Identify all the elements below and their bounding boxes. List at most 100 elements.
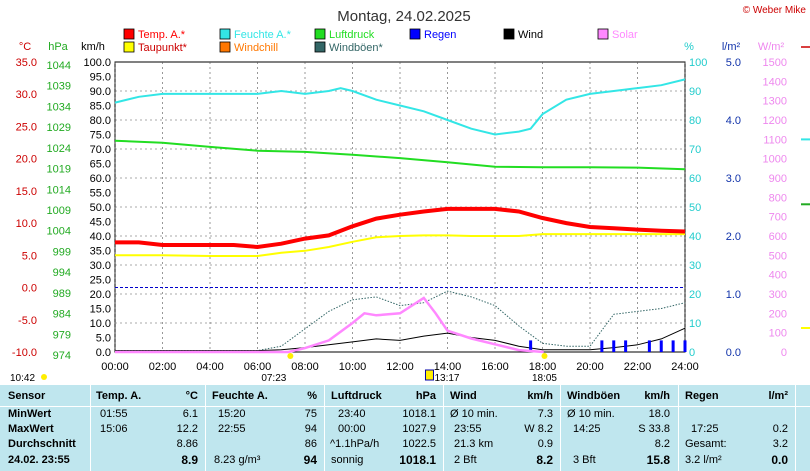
temp-tick-label: 25.0	[16, 121, 37, 133]
x-tick-label: 16:00	[481, 361, 509, 373]
hdr-wind-unit: km/h	[527, 390, 553, 402]
x-tick-label: 20:00	[576, 361, 604, 373]
temp-tick-label: -5.0	[18, 315, 37, 327]
wind-tick-label: 35.0	[90, 246, 111, 258]
rain-tick-label: 1.0	[726, 289, 741, 301]
press-tick-label: 1044	[47, 60, 71, 72]
min-press: 1018.1	[402, 408, 436, 420]
hdr-gust-unit: km/h	[644, 390, 670, 402]
rain-bar	[647, 340, 651, 352]
avg-hum: 86	[304, 438, 317, 450]
legend-swatch	[219, 41, 231, 53]
hdr-press: Luftdruck	[331, 390, 382, 402]
press-tick-label: 1029	[47, 122, 71, 134]
wind-tick-label: 50.0	[90, 202, 111, 214]
now-wind: 8.2	[536, 453, 553, 467]
rain-tick-label: 4.0	[726, 115, 741, 127]
rain-tick-label: 3.0	[726, 173, 741, 185]
chart-title: Montag, 24.02.2025	[337, 8, 470, 25]
moonrise-label: 10:42	[10, 373, 35, 384]
press-tick-label: 1024	[47, 143, 71, 155]
hdr-rain: Regen	[685, 390, 719, 402]
hdr-rain-unit: l/m²	[768, 390, 788, 402]
press-tick-label: 999	[53, 246, 71, 258]
x-tick-label: 06:00	[244, 361, 272, 373]
row-avg-label: Durchschnitt	[8, 438, 76, 450]
rain-bar	[671, 340, 675, 352]
temp-tick-label: 15.0	[16, 186, 37, 198]
legend: Temp. A.* Feuchte A.* Luftdruck Regen Wind So…	[123, 28, 638, 54]
wind-tick-label: 85.0	[90, 101, 111, 113]
temp-tick-label: 10.0	[16, 218, 37, 230]
solar-tick-label: 800	[769, 192, 787, 204]
min-temp: 6.1	[182, 408, 198, 420]
press-tick-label: 1004	[47, 226, 71, 238]
legend-label: Luftdruck	[329, 29, 375, 41]
wind-tick-label: 60.0	[90, 173, 111, 185]
hdr-hum: Feuchte A.	[212, 390, 268, 402]
max-wind: W 8.2	[524, 423, 553, 435]
hum-tick-label: 40	[689, 231, 701, 243]
max-rain: 0.2	[772, 423, 788, 435]
press-tick-label: 974	[53, 350, 71, 362]
max-temp-time: 15:06	[100, 423, 128, 435]
legend-swatch	[409, 28, 421, 40]
avg-wind-label: 21.3 km	[454, 438, 494, 450]
solar-unit-label: W/m²	[758, 41, 785, 53]
avg-rain-label: Gesamt:	[685, 438, 727, 450]
x-tick-label: 04:00	[196, 361, 224, 373]
hdr-temp: Temp. A.	[96, 390, 142, 402]
wind-tick-label: 5.0	[96, 333, 111, 345]
max-press-time: 00:00	[338, 423, 366, 435]
solar-tick-label: 1000	[763, 154, 787, 166]
rain-bar	[683, 340, 687, 352]
y-axes: 35.0 30.0 25.0 20.0 15.0 10.0 5.0 0.0 -5.0 -10.0 1…	[12, 57, 787, 362]
wind-tick-label: 25.0	[90, 275, 111, 287]
hum-tick-label: 10	[689, 318, 701, 330]
rain-tick-label: 0.0	[726, 347, 741, 359]
hum-unit-label: %	[684, 41, 694, 53]
min-gust-label: Ø 10 min.	[567, 408, 615, 420]
x-tick-label: 22:00	[624, 361, 652, 373]
temp-tick-label: 20.0	[16, 154, 37, 166]
min-temp-time: 01:55	[100, 408, 128, 420]
wind-unit-label: km/h	[81, 41, 105, 53]
solar-tick-label: 1500	[763, 57, 787, 69]
sunrise-label: 07:23	[261, 373, 286, 384]
rain-bar	[659, 340, 663, 352]
press-tick-label: 1034	[47, 101, 71, 113]
min-press-time: 23:40	[338, 408, 366, 420]
solar-tick-label: 1100	[763, 134, 787, 146]
solar-tick-label: 1300	[763, 96, 787, 108]
series-layer	[114, 78, 687, 354]
now-rain-label: 3.2 l/m²	[685, 454, 722, 466]
wind-tick-label: 55.0	[90, 188, 111, 200]
max-hum-time: 22:55	[218, 423, 246, 435]
hdr-temp-unit: °C	[185, 390, 198, 402]
solar-tick-label: 200	[769, 308, 787, 320]
legend-label: Regen	[424, 29, 456, 41]
avg-wind: 0.9	[537, 438, 553, 450]
min-wind: 7.3	[537, 408, 553, 420]
press-tick-label: 994	[53, 267, 71, 279]
hum-tick-label: 50	[689, 202, 701, 214]
x-tick-label: 10:00	[339, 361, 367, 373]
sunset-dot	[541, 353, 548, 359]
press-tick-label: 979	[53, 329, 71, 341]
wind-tick-label: 80.0	[90, 115, 111, 127]
solar-tick-label: 600	[769, 231, 787, 243]
temp-tick-label: 30.0	[16, 89, 37, 101]
temp-tick-label: 0.0	[22, 283, 37, 295]
solar-tick-label: 0	[781, 347, 787, 359]
weather-chart: Montag, 24.02.2025 © Weber Mike Temp. A.…	[10, 5, 810, 384]
right-edge-markers	[801, 46, 810, 329]
press-tick-label: 1039	[47, 81, 71, 93]
sunrise-dot	[287, 353, 294, 359]
series-temp-line	[115, 206, 686, 250]
temp-tick-label: 35.0	[16, 57, 37, 69]
solar-tick-label: 400	[769, 270, 787, 282]
press-tick-label: 1014	[47, 184, 71, 196]
press-tick-label: 1019	[47, 164, 71, 176]
min-gust: 18.0	[648, 408, 670, 420]
legend-swatch	[123, 41, 135, 53]
